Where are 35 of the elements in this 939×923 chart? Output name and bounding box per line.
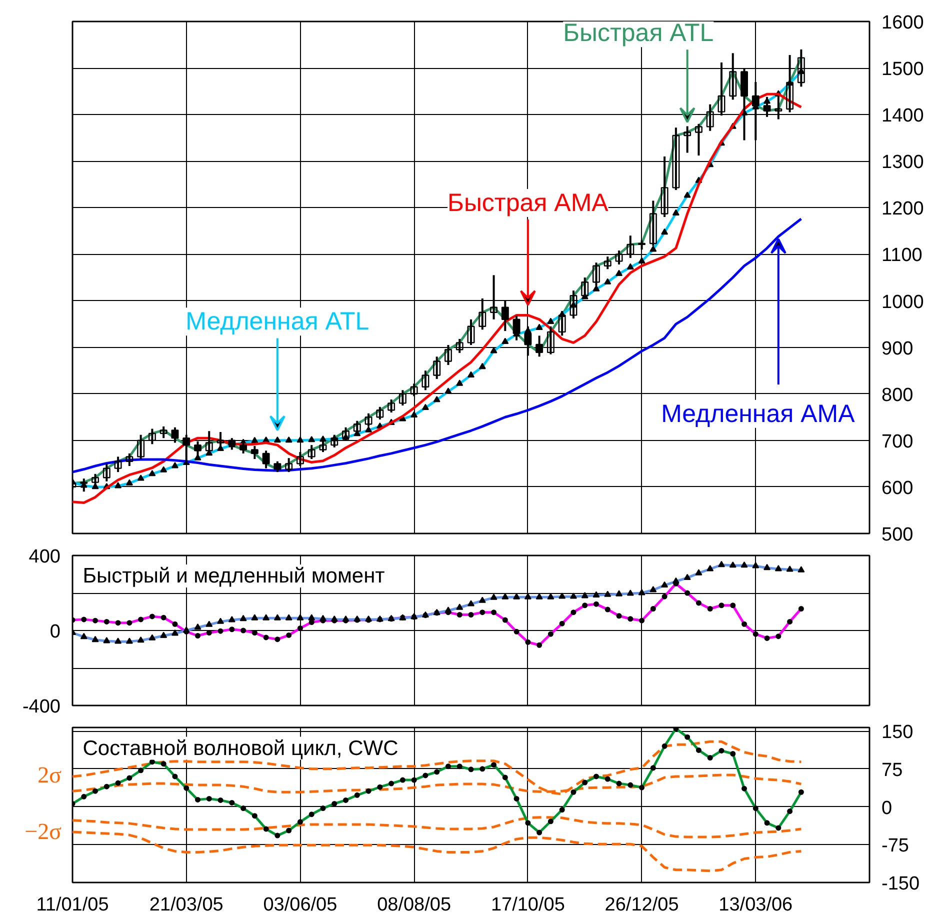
y-tick-label: 800 bbox=[882, 384, 914, 406]
y-tick-label: 1300 bbox=[882, 152, 924, 174]
y-tick-label: 150 bbox=[882, 722, 914, 744]
y-tick-label: -400 bbox=[22, 696, 61, 718]
y-tick-label: 500 bbox=[882, 524, 914, 546]
y-tick-label: 1100 bbox=[882, 245, 922, 266]
x-tick-label: 08/08/05 bbox=[377, 894, 452, 916]
x-tick-label: 11/01/05 bbox=[36, 894, 109, 916]
text: Быстрая AMA bbox=[448, 188, 609, 217]
y-tick-label: 1500 bbox=[882, 59, 924, 80]
x-tick-label: 17/10/05 bbox=[490, 894, 565, 916]
y-tick-label: 1000 bbox=[882, 292, 924, 313]
x-tick-label: 21/03/05 bbox=[149, 894, 224, 916]
x-tick-label: 13/03/06 bbox=[718, 894, 793, 916]
y-tick-label: -75 bbox=[882, 836, 909, 857]
text: Медленная AMA bbox=[661, 400, 856, 428]
text: Медленная ATL bbox=[186, 308, 370, 336]
x-tick-label: 26/12/05 bbox=[604, 894, 679, 916]
x-tick-label: 03/06/05 bbox=[263, 894, 338, 916]
y-tick-label: 400 bbox=[28, 546, 60, 568]
y-tick-label: 1600 bbox=[882, 12, 924, 34]
y-tick-label: 600 bbox=[882, 478, 914, 499]
chart-title: Составной волновой цикл, CWC bbox=[82, 736, 398, 760]
y-tick-label: 75 bbox=[882, 760, 903, 781]
text: −2σ bbox=[24, 819, 62, 844]
y-tick-label: 1400 bbox=[882, 106, 924, 127]
y-tick-label: 700 bbox=[882, 431, 914, 452]
chart-title: Быстрый и медленный момент bbox=[82, 564, 386, 588]
y-tick-label: 900 bbox=[882, 338, 914, 360]
text: 2σ bbox=[38, 762, 62, 788]
y-tick-label: 1200 bbox=[882, 198, 924, 220]
y-tick-label: 0 bbox=[882, 798, 892, 819]
series-label: Быстрая ATL bbox=[563, 19, 714, 48]
y-tick-label: 0 bbox=[50, 622, 61, 642]
y-tick-label: -150 bbox=[882, 874, 920, 894]
